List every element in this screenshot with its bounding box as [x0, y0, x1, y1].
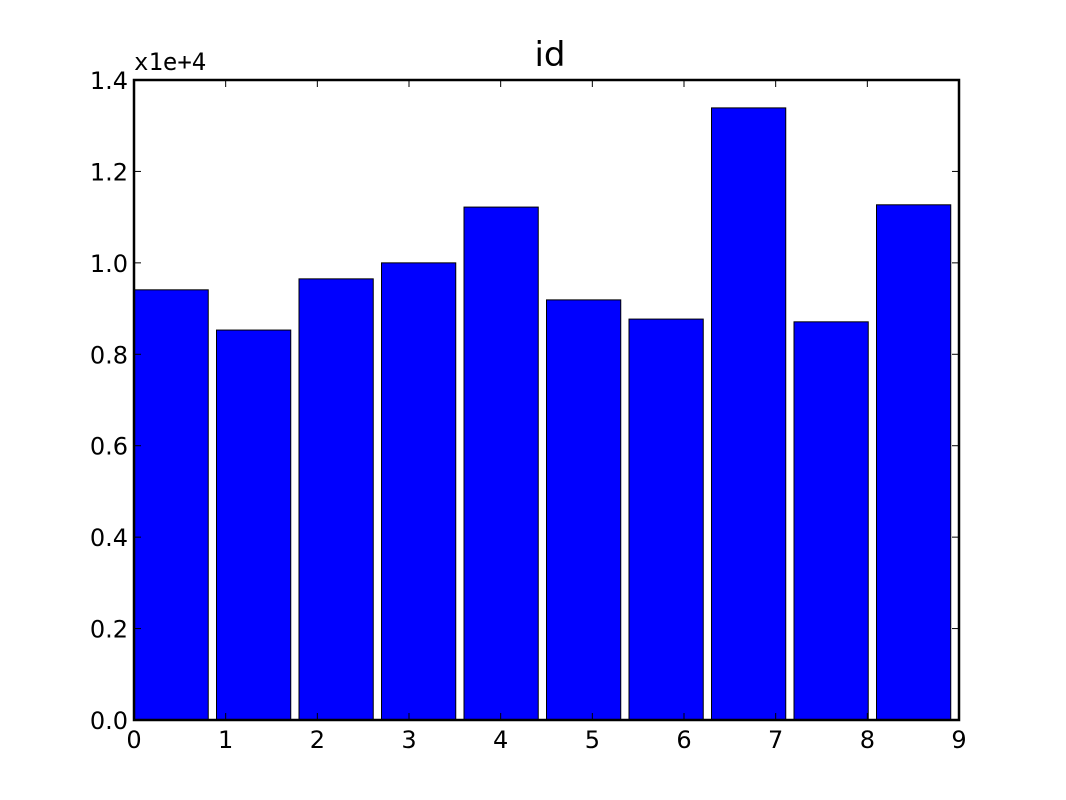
bar-1	[216, 329, 292, 721]
y-tick-label: 0.2	[90, 616, 128, 644]
bar-2	[298, 278, 374, 721]
bar-0	[133, 289, 209, 721]
y-tick-label: 0.4	[90, 524, 128, 552]
x-tick-label: 4	[493, 726, 508, 754]
bar-7	[711, 107, 787, 721]
y-tick-label: 0.6	[90, 433, 128, 461]
bar-5	[546, 299, 622, 721]
y-offset-label: x1e+4	[134, 48, 206, 76]
y-tick-label: 1.2	[90, 158, 128, 186]
x-tick-label: 1	[218, 726, 233, 754]
ticks: 0 1 2 3 4 5 6 7 8 9 0.0 0.2 0.4 0.6 0.8 1.0 1.2 1.4	[90, 67, 967, 754]
x-tick-label: 2	[310, 726, 325, 754]
x-tick-label: 7	[768, 726, 783, 754]
x-tick-label: 9	[951, 726, 966, 754]
y-tick-label: 1.4	[90, 67, 128, 95]
bar-9	[876, 204, 952, 721]
bar-4	[463, 206, 539, 721]
bar-3	[381, 262, 457, 721]
y-tick-label: 0.0	[90, 707, 128, 735]
bars	[133, 107, 952, 721]
x-tick-label: 0	[126, 726, 141, 754]
x-tick-label: 8	[860, 726, 875, 754]
bar-8	[793, 321, 869, 721]
y-tick-label: 1.0	[90, 250, 128, 278]
chart-title: id	[534, 35, 565, 75]
y-tick-label: 0.8	[90, 341, 128, 369]
x-tick-label: 5	[585, 726, 600, 754]
plot-frame	[132, 78, 961, 722]
x-tick-label: 3	[401, 726, 416, 754]
bar-6	[628, 318, 704, 721]
x-tick-label: 6	[676, 726, 691, 754]
